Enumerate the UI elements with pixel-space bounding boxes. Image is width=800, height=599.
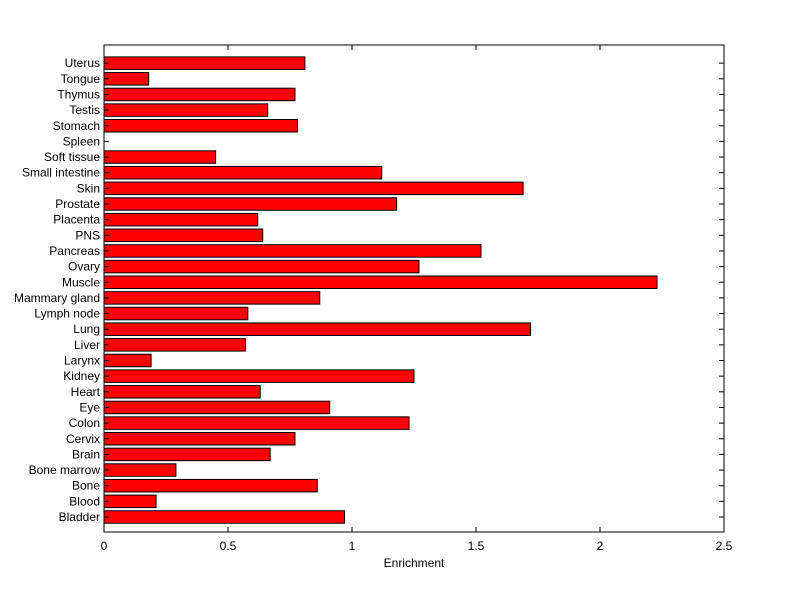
y-tick-label: Stomach [53,119,100,133]
y-tick-label: PNS [75,228,100,242]
y-tick-label: Tongue [61,72,101,86]
plot-frame [103,44,725,533]
bar-muscle [103,275,658,289]
y-tick-label: Bladder [59,510,100,524]
bar-mammary-gland [103,291,321,305]
y-tick-label: Placenta [53,213,100,227]
y-tick-label: Small intestine [22,166,100,180]
bar-tongue [103,72,150,86]
bar-liver [103,338,246,352]
bar-lymph-node [103,306,249,321]
bar-bladder [103,510,346,524]
y-tick-label: Spleen [63,134,100,148]
y-tick-label: Blood [69,494,100,508]
y-tick-label: Testis [69,103,100,117]
y-tick-label: Heart [71,385,101,399]
bar-ovary [103,259,420,274]
y-tick-label: Bone marrow [29,463,101,477]
bar-lung [103,322,532,336]
bar-skin [103,181,524,196]
bar-eye [103,400,331,415]
x-tick-label: 2 [597,539,604,553]
y-tick-label: Bone [72,479,100,493]
y-tick-label: Lung [73,322,100,336]
y-tick-label: Soft tissue [44,150,100,164]
bar-brain [103,447,271,462]
y-tick-label: Ovary [68,260,100,274]
bar-testis [103,103,269,117]
y-tick-label: Skin [77,181,100,195]
bar-bone [103,478,318,493]
x-ticks-group: 0 0.5 1 1.5 2 2.5 [101,45,733,553]
bar-soft-tissue [103,150,217,164]
bar-uterus [103,56,306,70]
bar-kidney [103,369,415,383]
y-tick-label: Cervix [66,432,100,446]
y-tick-label: Colon [69,416,100,430]
y-tick-label: Larynx [64,354,100,368]
x-axis-label: Enrichment [384,556,445,570]
y-tick-label: Liver [74,338,100,352]
bar-stomach [103,119,298,133]
bar-bone-marrow [103,463,177,477]
bar-prostate [103,197,398,211]
bar-pns [103,228,264,243]
y-tick-label: Lymph node [34,307,100,321]
y-tick-label: Thymus [57,87,100,101]
bar-cervix [103,432,296,446]
bar-pancreas [103,244,482,258]
x-tick-label: 2.5 [716,539,733,553]
y-tick-label: Muscle [62,275,100,289]
bar-heart [103,385,261,399]
y-tick-label: Mammary gland [14,291,100,305]
bar-small-intestine [103,165,383,180]
y-tick-label: Uterus [65,56,100,70]
x-tick-label: 1.5 [468,539,485,553]
x-tick-label: 0 [101,539,108,553]
bar-colon [103,416,410,430]
bar-blood [103,494,157,509]
y-tick-label: Kidney [63,369,100,383]
y-tick-label: Eye [79,400,100,414]
x-tick-label: 0.5 [220,539,237,553]
y-tick-label: Brain [72,447,100,461]
bar-placenta [103,212,259,227]
y-tick-label: Pancreas [49,244,100,258]
bar-larynx [103,353,152,368]
bar-thymus [103,87,296,102]
x-tick-label: 1 [349,539,356,553]
y-tick-label: Prostate [55,197,100,211]
